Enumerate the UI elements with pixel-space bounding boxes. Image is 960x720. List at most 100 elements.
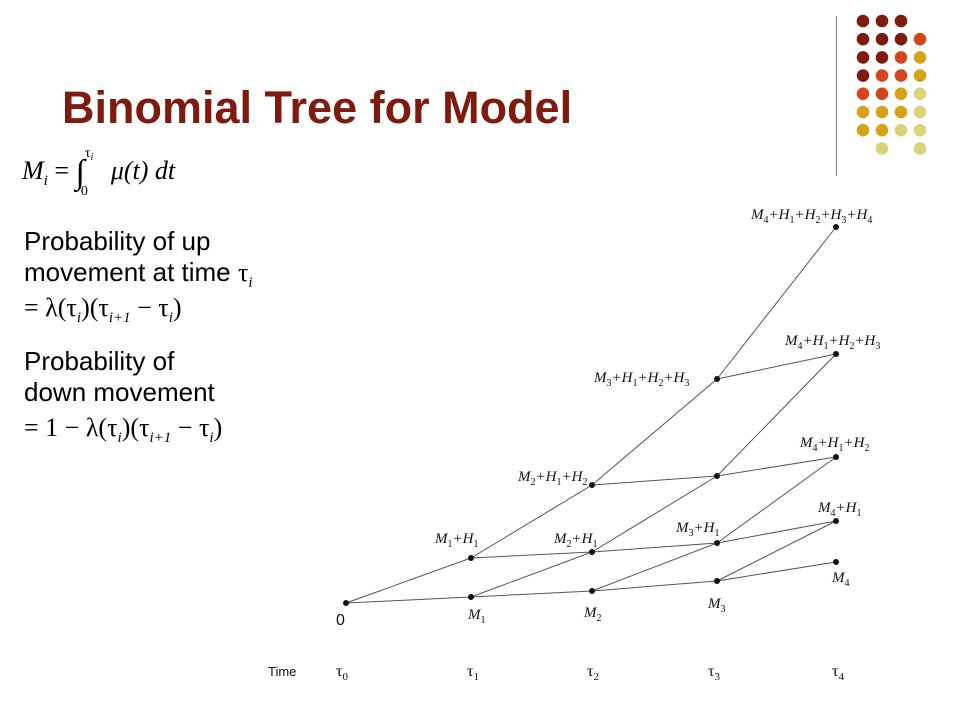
- formula-m: M: [22, 156, 44, 185]
- mi-definition-formula: Mi = ∫ τi 0 μ(t) dt: [22, 146, 176, 199]
- integral-upper-sub: i: [90, 152, 94, 164]
- tree-edge: [345, 557, 472, 604]
- tree-edge: [716, 456, 837, 544]
- decorative-dot: [875, 51, 889, 64]
- down-probability-line2: down movement: [24, 377, 215, 407]
- tree-edge: [470, 551, 593, 559]
- decorative-dot: [856, 51, 870, 64]
- tree-node: [589, 588, 595, 594]
- tree-edge: [591, 475, 718, 486]
- decorative-dot: [913, 142, 927, 155]
- decorative-dot: [913, 51, 927, 64]
- decorative-dot: [913, 69, 927, 82]
- time-axis-label: Time: [268, 664, 296, 679]
- tree-edge: [716, 353, 837, 477]
- up-probability-formula: = λ(τi)(τi+1 − τi): [24, 293, 182, 326]
- tree-node: [714, 473, 720, 479]
- time-tick-label: τ4: [832, 663, 844, 683]
- tree-edge: [716, 456, 837, 477]
- down-probability-line1: Probability of: [24, 346, 175, 376]
- tree-edge: [470, 590, 593, 598]
- tree-node: [714, 578, 720, 584]
- time-tick-label: τ3: [708, 663, 720, 683]
- tree-node: [714, 376, 720, 382]
- root-label: 0: [336, 612, 345, 629]
- tree-node: [833, 454, 839, 460]
- decorative-dot: [856, 32, 870, 46]
- tree-edge: [591, 542, 718, 553]
- down-probability-formula: = 1 − λ(τi)(τi+1 − τi): [24, 413, 223, 446]
- decorative-dot: [913, 87, 927, 101]
- node-label-m2-h1-h2: M2+H1+H2: [517, 469, 587, 488]
- tree-node: [589, 482, 595, 488]
- decorative-dot: [856, 14, 870, 28]
- integral-upper-limit: τ: [84, 146, 91, 162]
- time-tick-label: τ2: [587, 663, 599, 683]
- tree-node: [833, 224, 839, 230]
- integral-sign: ∫: [75, 154, 85, 191]
- tree-edge: [716, 520, 837, 582]
- time-tick-label: τ0: [336, 663, 348, 683]
- tree-edge: [470, 551, 593, 598]
- page-title: Binomial Tree for Model: [62, 82, 573, 133]
- node-label-m3-h1-h2-h3: M3+H1+H2+H3: [593, 370, 689, 389]
- node-label-m3: M3: [707, 596, 726, 615]
- node-label-m4-h1-h2-h3-h4: M4+H1+H2+H3+H4: [750, 207, 872, 226]
- decorative-dot: [875, 105, 889, 119]
- tree-edge: [716, 353, 837, 380]
- up-probability-line1: Probability of up: [24, 226, 211, 256]
- tree-node: [468, 555, 474, 561]
- node-label-m3-h1: M3+H1: [675, 520, 719, 539]
- decorative-dot: [875, 87, 889, 101]
- decorative-dot-grid: [856, 14, 927, 155]
- decorative-dot: [894, 69, 908, 82]
- node-label-m1-h1: M1+H1: [434, 531, 478, 550]
- decorative-dot: [894, 51, 908, 64]
- divider-line: [836, 16, 837, 176]
- decorative-dot: [913, 32, 927, 46]
- tree-node: [468, 594, 474, 600]
- tree-edge: [345, 596, 472, 604]
- decorative-dot: [894, 32, 908, 46]
- tree-edge: [470, 484, 593, 559]
- node-label-m2-h1: M2+H1: [553, 531, 597, 550]
- up-probability-block: Probability of up movement at time τi = …: [24, 226, 253, 326]
- tree-edge: [591, 542, 718, 592]
- tree-edge: [716, 520, 837, 544]
- formula-m-sub: i: [43, 173, 48, 189]
- decorative-dot: [856, 87, 870, 101]
- decorative-dot: [894, 123, 908, 137]
- decorative-dot: [875, 123, 889, 137]
- tree-node: [714, 540, 720, 546]
- decorative-dot: [875, 69, 889, 82]
- node-label-m1: M1: [467, 607, 486, 626]
- decorative-dot: [894, 14, 908, 28]
- decorative-dot: [875, 32, 889, 46]
- tree-edge: [716, 226, 837, 380]
- decorative-dot: [894, 105, 908, 119]
- node-label-m2: M2: [583, 605, 602, 624]
- formula-equals: =: [54, 156, 70, 185]
- decorative-dot: [875, 142, 889, 155]
- integrand: μ(t) dt: [110, 156, 176, 185]
- down-probability-block: Probability of down movement = 1 − λ(τi)…: [24, 346, 223, 446]
- decorative-dot: [913, 105, 927, 119]
- decorative-dot: [856, 105, 870, 119]
- tree-node: [833, 559, 839, 565]
- node-label-m4: M4: [831, 570, 850, 589]
- tree-edge: [716, 561, 837, 582]
- node-label-m4-h1-h2-h3: M4+H1+H2+H3: [784, 333, 880, 352]
- tree-node: [833, 518, 839, 524]
- node-label-m4-h1: M4+H1: [817, 500, 861, 519]
- node-label-m4-h1-h2: M4+H1+H2: [799, 435, 869, 454]
- tree-edge: [591, 475, 718, 553]
- tree-node: [589, 549, 595, 555]
- integral-lower-limit: 0: [80, 184, 88, 200]
- decorative-dot: [913, 123, 927, 137]
- up-probability-line2: movement at time τi: [24, 257, 253, 291]
- tree-edge: [591, 580, 718, 592]
- decorative-dot: [856, 69, 870, 82]
- decorative-dot: [894, 87, 908, 101]
